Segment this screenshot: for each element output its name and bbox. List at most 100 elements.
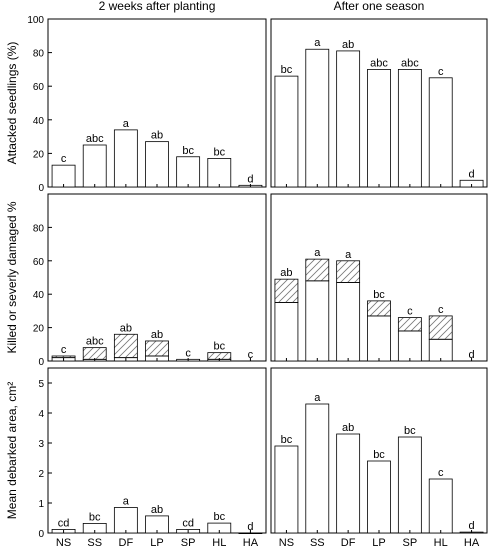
significance-letter: ab <box>280 267 292 279</box>
significance-letter: bc <box>281 434 293 446</box>
significance-letter: ab <box>151 130 163 142</box>
y-tick-label: 40 <box>33 290 45 301</box>
significance-letter: bc <box>373 449 385 461</box>
x-tick-label: SS <box>87 537 102 547</box>
x-tick-label: HA <box>243 537 259 547</box>
significance-letter: d <box>469 168 475 180</box>
x-tick-label: NS <box>56 537 71 547</box>
bar-plain-ns <box>274 302 299 362</box>
bar-ss <box>305 403 330 534</box>
y-tick-label: 60 <box>33 257 45 268</box>
x-tick-label: HL <box>434 537 448 547</box>
significance-letter: d <box>469 349 475 361</box>
significance-letter: c <box>407 306 413 318</box>
bar-ns <box>274 445 299 534</box>
x-tick-label: HL <box>212 537 226 547</box>
significance-letter: bc <box>89 511 101 523</box>
y-tick-label: 1 <box>38 499 44 510</box>
significance-letter: cd <box>182 517 194 529</box>
significance-letter: a <box>314 37 321 49</box>
significance-letter: a <box>345 249 352 261</box>
y-axis-label: Killed or severly damaged % <box>5 201 19 353</box>
bar-sp <box>397 69 422 188</box>
significance-letter: ab <box>151 504 163 516</box>
bar-hatched-sp <box>397 317 422 332</box>
bar-hatched-df <box>113 333 138 359</box>
x-tick-label: DF <box>119 537 134 547</box>
x-tick-label: DF <box>341 537 356 547</box>
bar-sp <box>397 436 422 534</box>
bar-df <box>336 50 361 188</box>
bar-hatched-ss <box>82 347 107 360</box>
significance-letter: a <box>123 118 130 130</box>
bar-sp <box>176 156 201 188</box>
bar-df <box>336 433 361 534</box>
significance-letter: d <box>469 520 475 532</box>
y-tick-label: 3 <box>38 439 44 450</box>
bar-ss <box>305 48 330 188</box>
y-tick-label: 20 <box>33 324 45 335</box>
y-tick-label: 100 <box>27 15 44 26</box>
significance-letter: ab <box>342 39 354 51</box>
x-tick-label: SP <box>181 537 196 547</box>
significance-letter: bc <box>213 341 225 353</box>
y-tick-label: 0 <box>38 529 44 540</box>
bar-ns <box>274 75 299 188</box>
significance-letter: c <box>438 66 444 78</box>
y-tick-label: 20 <box>33 149 45 160</box>
bar-df <box>113 129 138 188</box>
bar-hatched-ns <box>274 278 299 303</box>
x-tick-label: NS <box>279 537 294 547</box>
bar-lp <box>145 141 169 188</box>
bar-hatched-ns <box>51 355 76 359</box>
bar-lp <box>367 69 391 188</box>
column-title: 2 weeks after planting <box>99 0 216 13</box>
y-tick-label: 5 <box>38 379 44 390</box>
y-tick-label: 40 <box>33 116 45 127</box>
y-axis-label: Attacked seedlings (%) <box>5 42 19 165</box>
y-tick-label: 60 <box>33 82 45 93</box>
x-tick-label: LP <box>372 537 385 547</box>
significance-letter: abc <box>86 133 104 145</box>
bar-plain-lp <box>367 315 391 362</box>
significance-letter: a <box>314 392 321 404</box>
significance-letter: a <box>314 247 321 259</box>
bar-hatched-ss <box>305 258 330 282</box>
bar-plain-hl <box>428 338 453 362</box>
y-tick-label: 80 <box>33 223 45 234</box>
bar-hl <box>207 158 232 188</box>
bar-hatched-lp <box>145 340 169 357</box>
significance-letter: bc <box>213 511 225 523</box>
y-tick-label: 0 <box>38 183 44 194</box>
x-tick-label: HA <box>464 537 480 547</box>
bar-hatched-lp <box>367 300 391 317</box>
bar-plain-ss <box>305 280 330 362</box>
y-tick-label: 80 <box>33 49 45 60</box>
significance-letter: bc <box>281 64 293 76</box>
significance-letter: d <box>247 173 253 185</box>
bar-plain-df <box>336 282 361 362</box>
significance-letter: bc <box>182 145 194 157</box>
significance-letter: ab <box>151 329 163 341</box>
significance-letter: bc <box>404 425 416 437</box>
bar-hatched-hl <box>428 315 453 340</box>
bar-ss <box>82 144 107 188</box>
significance-letter: abc <box>370 57 388 69</box>
y-tick-label: 4 <box>38 409 44 420</box>
bar-hatched-df <box>336 260 361 283</box>
significance-letter: cd <box>58 517 70 529</box>
y-tick-label: 0 <box>38 357 44 368</box>
significance-letter: a <box>123 496 130 508</box>
bar-df <box>113 507 138 534</box>
bar-hl <box>428 77 453 188</box>
significance-letter: ab <box>120 322 132 334</box>
bar-hl <box>428 478 453 534</box>
significance-letter: c <box>438 304 444 316</box>
significance-letter: bc <box>373 289 385 301</box>
bar-lp <box>367 460 391 534</box>
significance-letter: c <box>61 153 67 165</box>
y-axis-label: Mean debarked area, cm² <box>5 382 19 519</box>
x-tick-label: SS <box>310 537 325 547</box>
significance-letter: abc <box>401 57 419 69</box>
